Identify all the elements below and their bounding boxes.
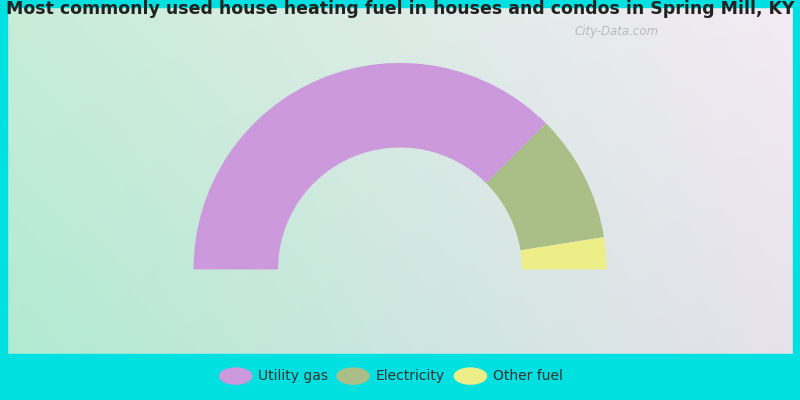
Text: Other fuel: Other fuel: [493, 369, 562, 383]
Bar: [0, 0, 800, 7]
Bar: [0, 0, 7, 354]
Text: City-Data.com: City-Data.com: [574, 25, 659, 38]
Text: Utility gas: Utility gas: [258, 369, 328, 383]
Bar: [793, 0, 800, 354]
Ellipse shape: [454, 367, 487, 385]
Wedge shape: [486, 124, 604, 250]
Bar: [0, 354, 800, 400]
Ellipse shape: [336, 367, 370, 385]
Text: Most commonly used house heating fuel in houses and condos in Spring Mill, KY: Most commonly used house heating fuel in…: [6, 0, 794, 18]
Wedge shape: [521, 237, 606, 270]
Wedge shape: [194, 63, 546, 270]
Text: Electricity: Electricity: [375, 369, 445, 383]
Ellipse shape: [219, 367, 253, 385]
